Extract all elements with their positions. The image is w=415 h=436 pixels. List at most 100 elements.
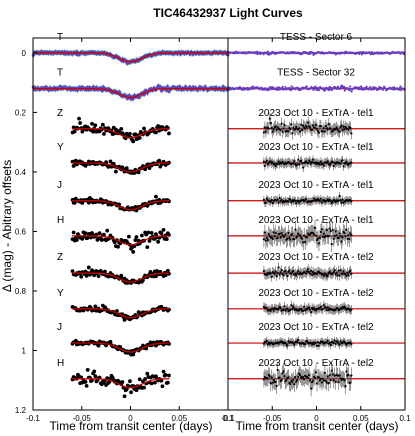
residual-point (398, 88, 401, 91)
transit-model-curve (72, 162, 170, 173)
residual-point (290, 304, 293, 307)
residual-point (332, 270, 335, 274)
residual-point (329, 343, 332, 347)
residual-point (327, 123, 330, 126)
residual-point (310, 160, 314, 164)
residual-point (331, 228, 334, 232)
data-point (155, 269, 159, 273)
residual-point (332, 341, 335, 345)
residual-point (318, 200, 322, 203)
y-tick-label: 1.2 (15, 406, 27, 415)
data-point (119, 273, 124, 278)
residual-point (319, 377, 323, 380)
data-point (71, 230, 76, 235)
data-point (131, 250, 136, 254)
residual-point (324, 379, 327, 382)
residual-point (318, 236, 322, 239)
residual-point (340, 124, 343, 127)
band-label: Z (57, 108, 63, 119)
residual-point (311, 231, 315, 235)
residual-point (280, 231, 283, 235)
transit-model-curve (72, 200, 170, 211)
residual-point (323, 371, 326, 374)
x-tick-label: 0 (128, 414, 133, 423)
residual-point (297, 338, 300, 342)
residual-point (274, 232, 277, 235)
residual-point (302, 241, 305, 244)
residual-point (287, 200, 290, 203)
residual-point (327, 235, 330, 238)
data-point (119, 127, 124, 131)
residual-point (298, 272, 301, 276)
residual-point (289, 198, 292, 201)
residual-point (357, 52, 361, 56)
data-point (105, 228, 110, 233)
residual-point (274, 125, 277, 128)
data-point (102, 131, 106, 136)
residual-point (305, 85, 308, 88)
residual-point (285, 272, 288, 275)
residual-point (262, 131, 265, 134)
data-point (93, 304, 98, 309)
residual-point (324, 234, 327, 237)
data-point (149, 381, 154, 386)
data-point (85, 235, 90, 240)
data-point (161, 369, 166, 374)
residual-point (289, 238, 292, 241)
data-point (167, 373, 171, 378)
residual-point (313, 126, 317, 129)
data-point (147, 239, 152, 243)
residual-point (276, 236, 279, 239)
residual-point (297, 199, 300, 202)
residual-point (292, 162, 295, 165)
residual-point (299, 234, 302, 237)
data-point (137, 377, 142, 382)
residual-point (272, 128, 275, 131)
x-tick-label: 0.1 (222, 414, 234, 423)
x-axis-label-left: Time from transit center (days) (50, 419, 213, 433)
data-point (131, 139, 136, 144)
residual-point (310, 273, 314, 276)
residual-point (309, 160, 312, 163)
residual-point (320, 228, 324, 231)
residual-point (346, 271, 349, 274)
residual-point (269, 160, 272, 163)
data-point (83, 379, 88, 384)
residual-point (277, 266, 280, 269)
data-point (91, 129, 96, 134)
residual-point (330, 243, 333, 246)
residual-point (336, 340, 339, 343)
residual-point (340, 307, 343, 310)
residual-point (322, 232, 325, 235)
y-tick-label: 1 (22, 346, 27, 355)
residual-point (292, 305, 295, 308)
residual-point (327, 382, 330, 385)
residual-point (292, 269, 295, 273)
residual-point (291, 132, 294, 135)
residual-point (273, 235, 276, 238)
data-point (145, 371, 150, 376)
residual-point (317, 89, 320, 92)
data-point (158, 164, 163, 169)
data-point (160, 384, 165, 389)
data-point (136, 170, 141, 175)
residual-point (275, 88, 278, 92)
residual-point (324, 124, 327, 128)
residual-point (301, 128, 304, 132)
residual-point (339, 340, 342, 343)
band-label: T (57, 32, 63, 43)
data-point (97, 231, 102, 236)
residual-point (325, 161, 328, 164)
data-point (154, 194, 158, 199)
residual-point (318, 163, 322, 166)
residual-point (338, 274, 341, 277)
residual-point (297, 232, 300, 235)
data-point (128, 131, 132, 136)
y-tick-label: 0.8 (15, 287, 27, 296)
data-point (72, 129, 77, 134)
data-point (137, 135, 142, 140)
residual-point (292, 126, 295, 129)
residual-point (322, 274, 325, 277)
residual-point (324, 306, 327, 309)
residual-point (286, 344, 289, 347)
